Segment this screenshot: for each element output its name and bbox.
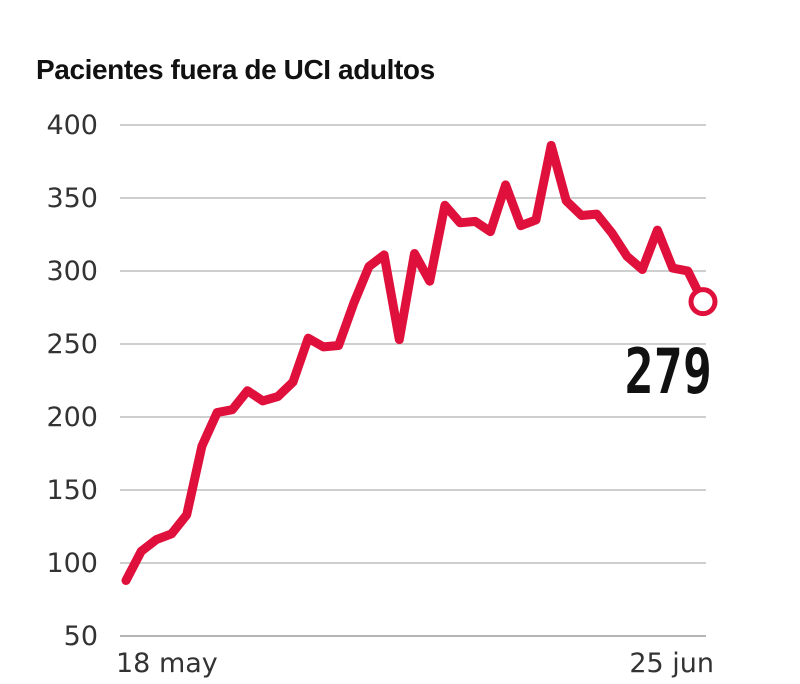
y-tick-label: 400 <box>46 110 98 141</box>
last-value-label: 279 <box>625 336 712 408</box>
chart-title: Pacientes fuera de UCI adultos <box>36 54 435 85</box>
y-tick-label: 350 <box>46 183 98 214</box>
y-tick-label: 200 <box>46 402 98 433</box>
last-point-marker <box>688 287 718 317</box>
x-tick-label: 25 jun <box>629 648 714 679</box>
y-tick-label: 100 <box>46 548 98 579</box>
y-tick-label: 50 <box>64 621 98 652</box>
y-tick-label: 150 <box>46 475 98 506</box>
y-tick-label: 300 <box>46 256 98 287</box>
x-tick-label: 18 may <box>116 648 218 679</box>
y-tick-label: 250 <box>46 329 98 360</box>
series-line <box>121 140 708 585</box>
